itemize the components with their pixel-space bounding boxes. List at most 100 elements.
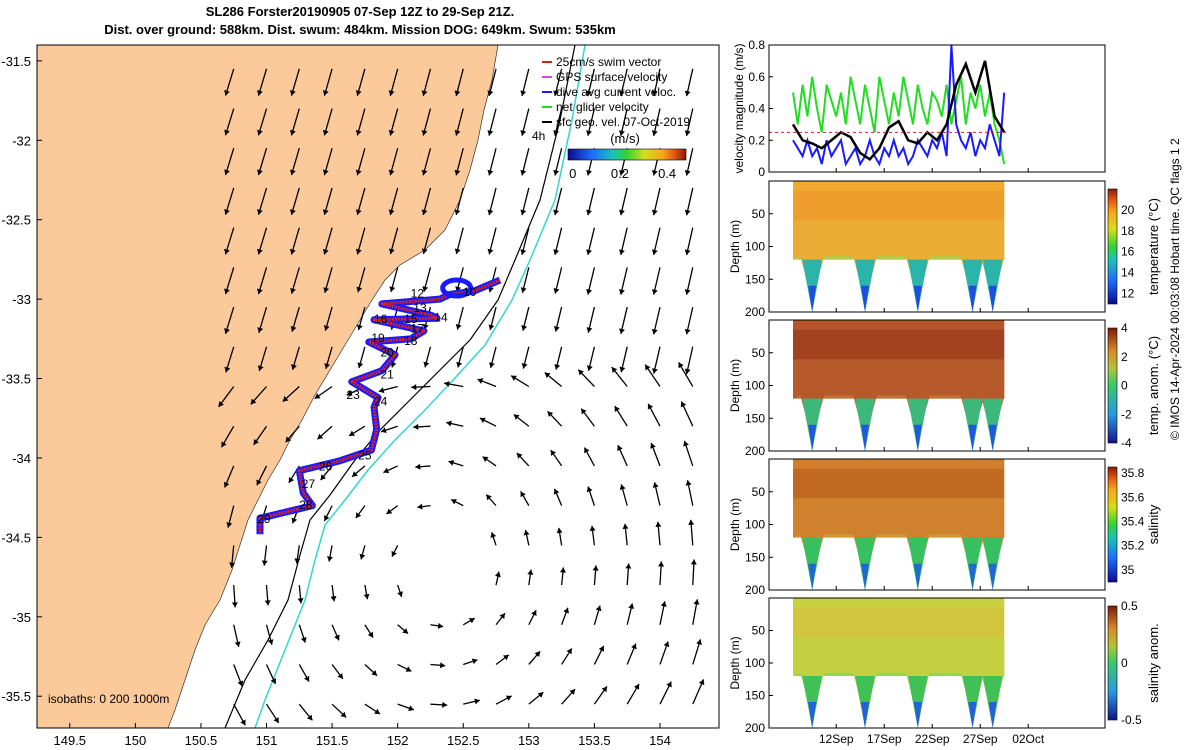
velocity-arrowhead	[337, 673, 343, 679]
velocity-arrowhead	[223, 481, 230, 488]
colorbar-tick-label: 35	[1121, 563, 1135, 577]
velocity-arrowhead	[289, 90, 296, 96]
copyright-line: © IMOS 14-Apr-2024 00:03:08 Hobart time.…	[1168, 138, 1182, 440]
velocity-arrowhead	[388, 90, 395, 96]
y-tick-label: 50	[752, 346, 766, 360]
velocity-arrowhead	[282, 396, 289, 402]
velocity-arrowhead	[285, 436, 292, 443]
velocity-arrowhead	[688, 519, 695, 525]
velocity-arrowhead	[520, 209, 527, 216]
day-label: 21	[381, 368, 395, 382]
y-tick-label: 150	[745, 550, 765, 564]
glider-track	[256, 276, 502, 535]
y-tick-label: 200	[745, 444, 765, 458]
velocity-arrowhead	[556, 527, 563, 534]
velocity-arrowhead	[323, 515, 330, 521]
velocity-arrowhead	[224, 89, 230, 96]
velocity-arrowhead	[619, 209, 625, 216]
velocity-arrowhead	[658, 561, 665, 567]
velocity-arrowhead	[297, 598, 304, 604]
velocity-arrowhead	[547, 411, 554, 418]
velocity-arrowhead	[505, 695, 512, 701]
heatmap-water-column	[793, 598, 1005, 722]
velocity-arrowhead	[224, 328, 230, 334]
heatmap-water-column	[793, 459, 1005, 584]
day-label: 15	[404, 312, 418, 326]
colorbar-label: salinity anom.	[1146, 623, 1161, 702]
velocity-arrowhead	[257, 288, 263, 295]
velocity-arrowhead	[494, 571, 501, 578]
velocity-arrowhead	[619, 90, 625, 97]
map-x-tick-label: 150.5	[185, 733, 218, 748]
velocity-arrowhead	[383, 467, 390, 474]
velocity-arrowhead	[454, 90, 461, 96]
velocity-arrowhead	[650, 442, 656, 449]
day-label: 17	[411, 321, 425, 335]
velocity-arrowhead	[261, 560, 268, 566]
colorbar-tick-label: 20	[1121, 203, 1135, 217]
legend-label: GPS surface velocity	[556, 70, 667, 84]
velocity-arrowhead	[516, 452, 523, 459]
heatmap-dive-deep	[968, 424, 977, 451]
day-label: 14	[434, 310, 448, 324]
velocity-arrowhead	[589, 525, 596, 532]
velocity-arrowhead	[291, 517, 298, 524]
map-y-tick-label: -32	[12, 133, 31, 148]
velocity-arrows	[218, 68, 705, 726]
velocity-arrowhead	[553, 488, 560, 495]
velocity-arrowhead	[651, 130, 658, 136]
velocity-arrowhead	[444, 381, 450, 387]
velocity-arrowhead	[619, 484, 626, 491]
velocity-arrowhead	[290, 287, 296, 294]
velocity-arrowhead	[488, 362, 495, 368]
land-polygon	[37, 45, 499, 728]
colorbar-tick-label: 35.8	[1121, 466, 1145, 480]
velocity-arrowhead	[224, 288, 230, 295]
time-tick-label: 27Sep	[963, 732, 998, 746]
velocity-arrowhead	[554, 364, 561, 370]
velocity-arrowhead	[454, 130, 461, 136]
velocity-arrowhead	[437, 622, 444, 629]
velocity-arrowhead	[224, 209, 230, 215]
legend-label: 25cm/s swim vector	[556, 55, 661, 69]
velocity-arrowhead	[655, 521, 662, 528]
velocity-arrowhead	[221, 441, 227, 448]
velocity-arrowhead	[521, 325, 528, 331]
velocity-arrowhead	[520, 90, 527, 96]
velocity-arrowhead	[651, 289, 658, 295]
velocity-arrowhead	[408, 705, 414, 712]
heatmap-surface-layer	[793, 190, 1005, 221]
heatmap-dive-deep	[988, 702, 997, 728]
heatmap-dive-deep	[808, 285, 817, 312]
time-tick-label: 02Oct	[1012, 732, 1045, 746]
velocity-arrowhead	[586, 209, 592, 216]
velocity-arrowhead	[487, 130, 494, 136]
time-axis-labels: 12Sep 17Sep 22Sep 27Sep 02Oct	[819, 732, 1045, 746]
velocity-arrowhead	[685, 480, 692, 486]
velocity-arrowhead	[257, 169, 263, 176]
velocity-arrowhead	[663, 641, 670, 648]
map-x-tick-label: 151.5	[316, 733, 349, 748]
velocity-arrowhead	[346, 390, 353, 396]
colorbar-tick-label: 35.4	[1121, 514, 1145, 528]
velocity-arrowhead	[237, 680, 244, 687]
velocity-arrowhead	[581, 408, 587, 415]
track-swim-vectors	[258, 278, 501, 535]
map-y-ticks: -31.5 -32 -32.5 -33 -33.5 -34 -34.5 -35 -35.5	[1, 54, 42, 704]
velocity-arrowhead	[330, 596, 337, 602]
velocity-arrowhead	[322, 90, 329, 96]
velocity-arrowhead	[680, 401, 687, 408]
velocity-arrowhead	[553, 249, 560, 255]
day-label: 28	[299, 498, 313, 512]
velocity-arrowhead	[619, 249, 625, 255]
colorbar-label: salinity	[1146, 504, 1161, 544]
heatmap-water-column	[793, 320, 1005, 445]
heatmap-dive-deep	[968, 563, 977, 590]
colorbar-tick-label: 35.2	[1121, 539, 1145, 553]
velocity-arrowhead	[586, 249, 592, 255]
velocity-arrowhead	[537, 692, 544, 698]
velocity-arrowhead	[611, 367, 618, 373]
heatmap-surface-layer	[793, 468, 1005, 499]
